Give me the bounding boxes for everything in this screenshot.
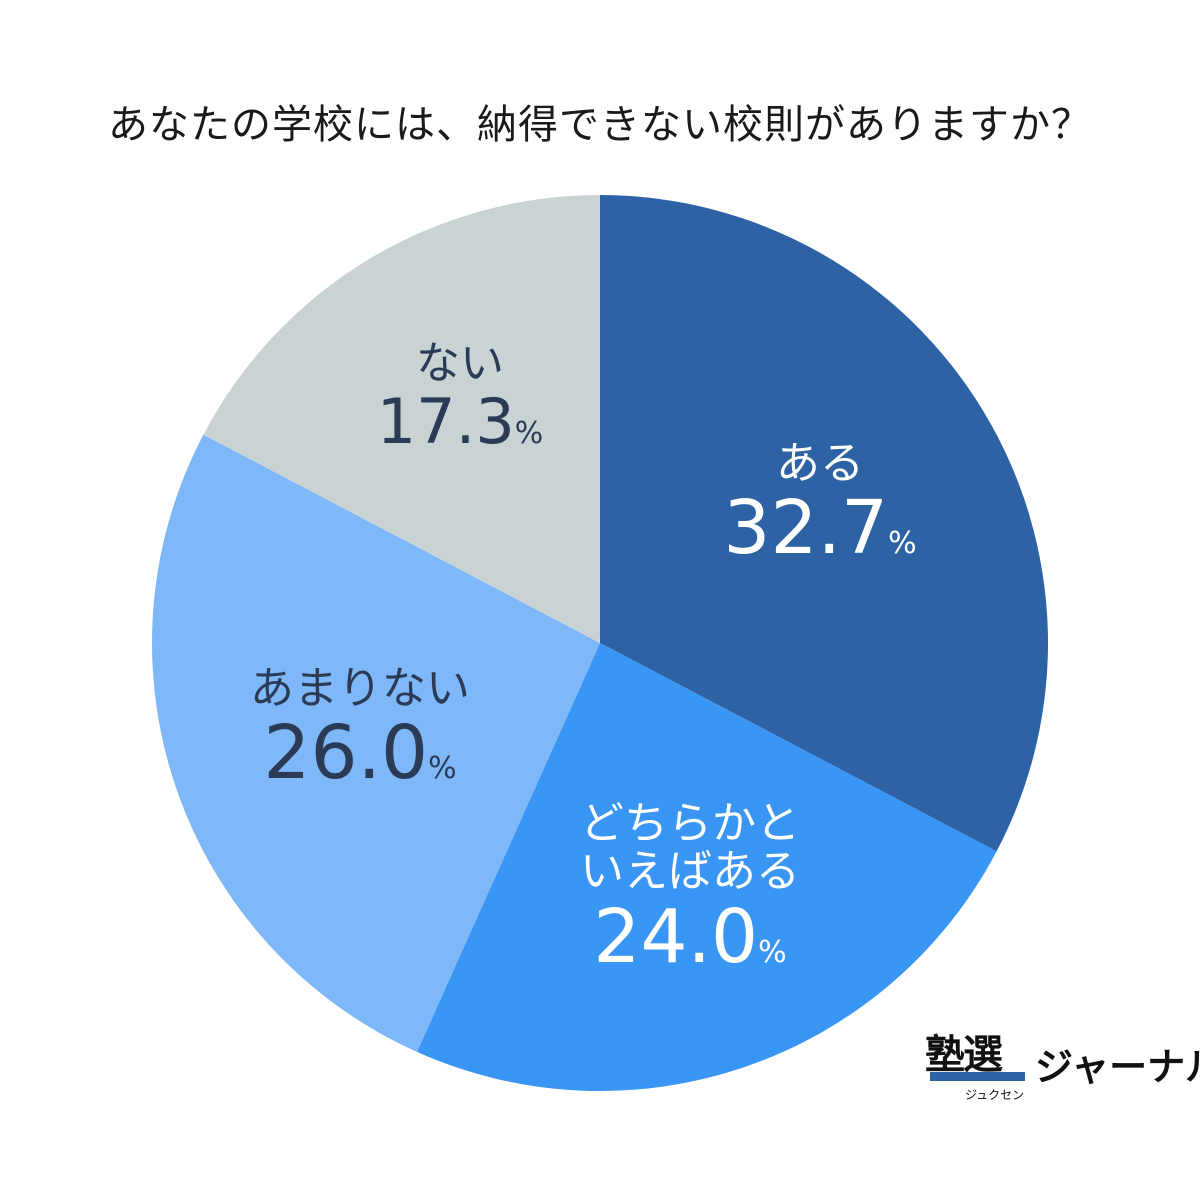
pie-slice-0	[600, 195, 1048, 852]
logo-main: 塾選	[925, 1032, 1003, 1078]
percent-sign: %	[514, 416, 544, 452]
label-amarinai: あまりない 26.0%	[225, 663, 495, 797]
chart-title: あなたの学校には、納得できない校則がありますか？	[108, 102, 1092, 148]
slice-label: ない	[416, 338, 504, 389]
percent-sign: %	[758, 934, 787, 970]
percent-sign: %	[888, 526, 917, 562]
pencil-icon	[930, 1072, 1025, 1081]
slice-value: 17.3	[376, 385, 515, 459]
label-dochiraka: どちらかと いえばある 24.0%	[560, 798, 820, 980]
logo-sub: ジャーナル	[1035, 1045, 1200, 1089]
slice-value: 32.7	[723, 485, 889, 572]
slice-label: あまりない	[250, 663, 470, 714]
logo-kana: ジュクセン	[965, 1088, 1025, 1102]
pie-slice-2	[151, 434, 600, 1052]
logo: 塾選 ジュクセン ジャーナル	[925, 1022, 1200, 1102]
slice-label: いえばある	[580, 846, 800, 898]
slice-value: 24.0	[593, 893, 759, 980]
pie-slice-3	[203, 195, 600, 643]
label-aru: ある 32.7%	[700, 438, 940, 572]
slice-label: どちらかと	[580, 798, 800, 849]
pie-slice-1	[416, 643, 997, 1091]
percent-sign: %	[428, 751, 457, 787]
slice-value: 26.0	[263, 710, 429, 797]
slice-label: ある	[776, 438, 864, 489]
label-nai: ない 17.3%	[350, 338, 570, 459]
